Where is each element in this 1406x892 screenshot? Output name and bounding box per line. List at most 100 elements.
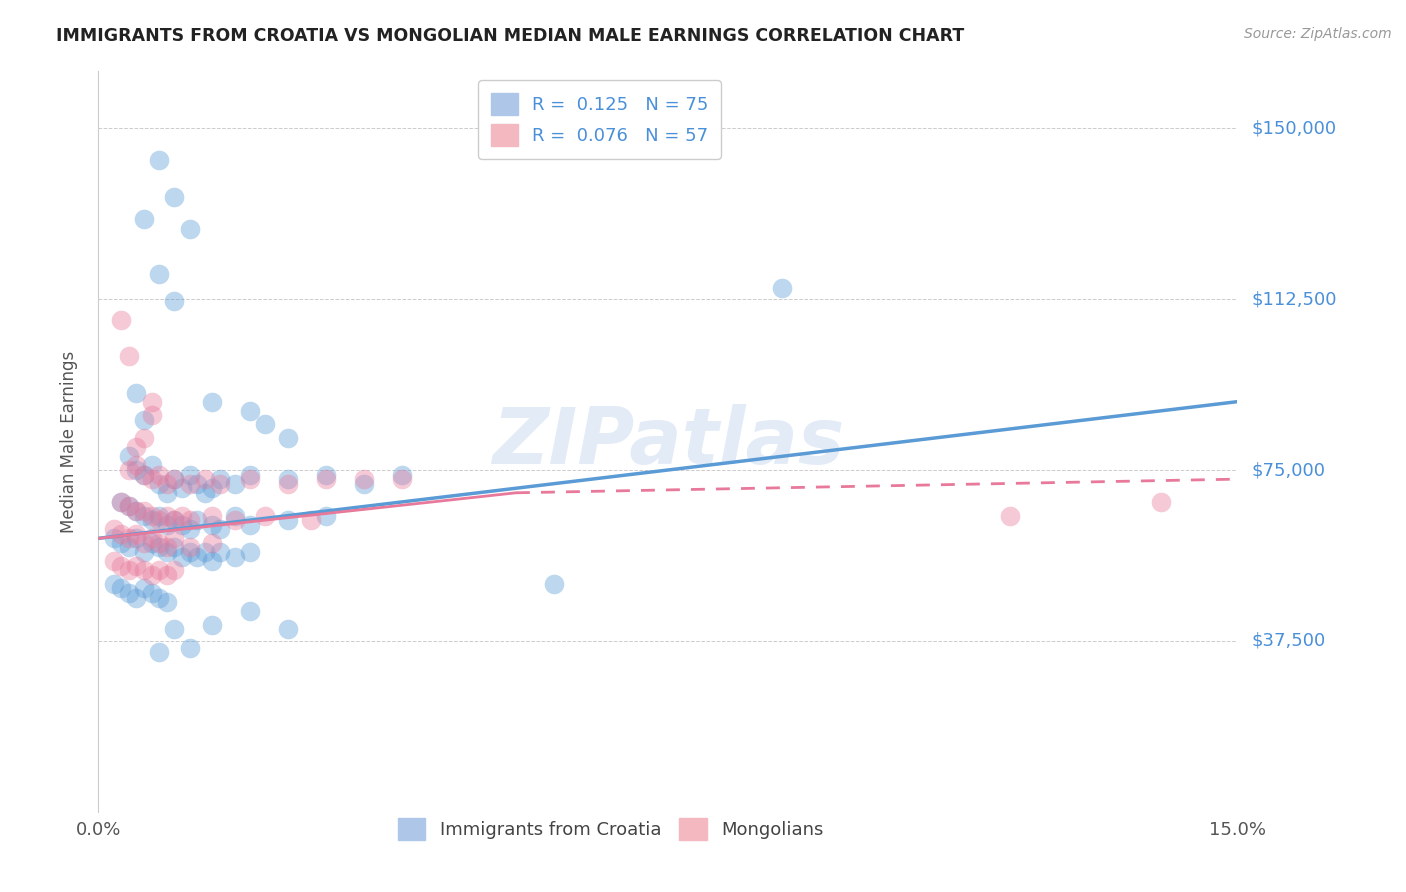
Point xyxy=(998,508,1021,523)
Point xyxy=(179,640,201,655)
Point xyxy=(224,513,246,527)
Point xyxy=(118,450,141,464)
Point xyxy=(118,463,141,477)
Point xyxy=(208,476,231,491)
Point xyxy=(118,500,141,514)
Point xyxy=(179,467,201,482)
Point xyxy=(277,513,299,527)
Point xyxy=(353,476,375,491)
Point xyxy=(186,476,208,491)
Point xyxy=(156,517,179,532)
Point xyxy=(118,500,141,514)
Point xyxy=(770,281,793,295)
Text: $150,000: $150,000 xyxy=(1251,120,1336,137)
Point xyxy=(148,153,170,168)
Point xyxy=(163,541,186,555)
Point xyxy=(141,536,163,550)
Point xyxy=(118,586,141,600)
Point xyxy=(208,472,231,486)
Point xyxy=(315,467,337,482)
Point xyxy=(239,404,262,418)
Point xyxy=(132,545,155,559)
Point xyxy=(315,508,337,523)
Text: $75,000: $75,000 xyxy=(1251,461,1326,479)
Point xyxy=(148,541,170,555)
Point xyxy=(179,541,201,555)
Point xyxy=(148,513,170,527)
Point xyxy=(141,532,163,546)
Point xyxy=(125,458,148,473)
Point xyxy=(118,349,141,363)
Point xyxy=(179,476,201,491)
Point xyxy=(110,582,132,596)
Legend: Immigrants from Croatia, Mongolians: Immigrants from Croatia, Mongolians xyxy=(391,811,831,847)
Point xyxy=(208,545,231,559)
Point xyxy=(239,604,262,618)
Point xyxy=(141,394,163,409)
Point xyxy=(132,467,155,482)
Point xyxy=(132,431,155,445)
Point xyxy=(141,409,163,423)
Point xyxy=(201,554,224,568)
Point xyxy=(254,417,277,432)
Text: IMMIGRANTS FROM CROATIA VS MONGOLIAN MEDIAN MALE EARNINGS CORRELATION CHART: IMMIGRANTS FROM CROATIA VS MONGOLIAN MED… xyxy=(56,27,965,45)
Point xyxy=(315,472,337,486)
Point xyxy=(125,504,148,518)
Point xyxy=(110,558,132,573)
Point xyxy=(141,586,163,600)
Point xyxy=(239,472,262,486)
Point xyxy=(179,545,201,559)
Point xyxy=(201,536,224,550)
Point xyxy=(239,545,262,559)
Point xyxy=(110,495,132,509)
Point xyxy=(132,504,155,518)
Point xyxy=(170,549,193,564)
Point xyxy=(179,221,201,235)
Point xyxy=(543,577,565,591)
Point xyxy=(132,467,155,482)
Point xyxy=(125,504,148,518)
Point xyxy=(132,413,155,427)
Point xyxy=(254,508,277,523)
Point xyxy=(201,618,224,632)
Point xyxy=(170,508,193,523)
Point xyxy=(125,558,148,573)
Point xyxy=(148,508,170,523)
Point xyxy=(132,582,155,596)
Point xyxy=(156,567,179,582)
Point xyxy=(156,508,179,523)
Point xyxy=(110,495,132,509)
Point xyxy=(103,554,125,568)
Point xyxy=(170,481,193,495)
Text: $112,500: $112,500 xyxy=(1251,290,1337,308)
Point xyxy=(163,513,186,527)
Text: ZIPatlas: ZIPatlas xyxy=(492,403,844,480)
Point xyxy=(163,189,186,203)
Point xyxy=(118,563,141,577)
Point xyxy=(1150,495,1173,509)
Point xyxy=(125,463,148,477)
Point xyxy=(148,591,170,605)
Point xyxy=(148,467,170,482)
Point xyxy=(194,545,217,559)
Point xyxy=(163,513,186,527)
Point xyxy=(125,532,148,546)
Point xyxy=(239,467,262,482)
Point xyxy=(277,472,299,486)
Point xyxy=(156,545,179,559)
Point xyxy=(239,517,262,532)
Point xyxy=(141,508,163,523)
Point xyxy=(110,536,132,550)
Point xyxy=(132,508,155,523)
Point xyxy=(186,513,208,527)
Point xyxy=(141,458,163,473)
Point xyxy=(125,526,148,541)
Point xyxy=(132,212,155,227)
Point xyxy=(148,563,170,577)
Point xyxy=(110,312,132,326)
Point xyxy=(148,645,170,659)
Text: Source: ZipAtlas.com: Source: ZipAtlas.com xyxy=(1244,27,1392,41)
Point xyxy=(391,467,413,482)
Point xyxy=(194,472,217,486)
Point xyxy=(103,522,125,536)
